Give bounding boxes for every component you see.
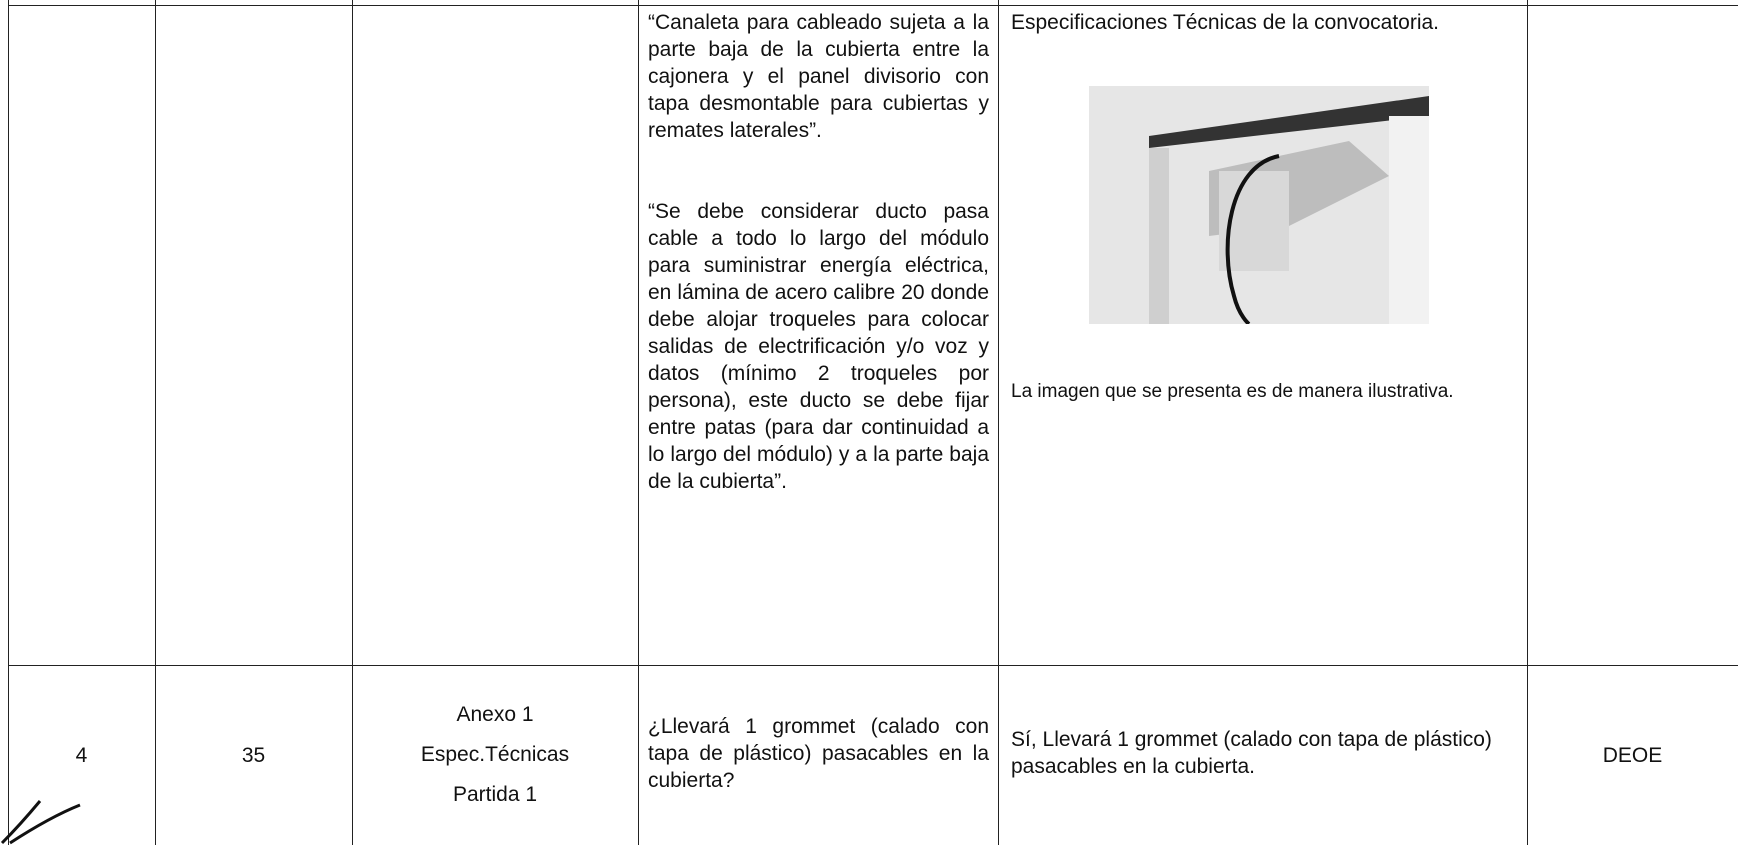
requirement-text: “Canaleta para cableado sujeta a la part… [648, 11, 989, 142]
reference: Espec.Técnicas [420, 743, 570, 766]
answer-text: Especificaciones Técnicas de la convocat… [1011, 11, 1440, 34]
area-cell: DEOE [1527, 665, 1738, 845]
page-cell: 35 [155, 665, 352, 845]
question-cell: ¿Llevará 1 grommet (calado con tapa de p… [648, 713, 989, 794]
column-rule [1527, 0, 1528, 845]
question: ¿Llevará 1 grommet (calado con tapa de p… [648, 715, 989, 792]
caption: La imagen que se presenta es de manera i… [1011, 381, 1454, 402]
number-cell: 4 [8, 665, 155, 845]
reference: Partida 1 [452, 783, 538, 806]
answer: Sí, Llevará 1 grommet (calado con tapa d… [1011, 728, 1492, 778]
requirement-cell: “Canaleta para cableado sujeta a la part… [648, 9, 989, 495]
column-rule [638, 0, 639, 845]
illustration [1089, 86, 1429, 324]
row-rule [8, 5, 1738, 6]
answer-cell: Sí, Llevará 1 grommet (calado con tapa d… [1011, 726, 1515, 780]
row-rule [8, 665, 1738, 666]
signature [0, 800, 81, 845]
column-rule [8, 0, 9, 845]
column-rule [155, 0, 156, 845]
answer-cell: Especificaciones Técnicas de la convocat… [1011, 9, 1515, 659]
requirement-text: “Se debe considerar ducto pasa cable a t… [648, 200, 989, 493]
reference: Anexo 1 [456, 703, 534, 726]
column-rule [998, 0, 999, 845]
reference-cell: Anexo 1 Espec.Técnicas Partida 1 [352, 665, 638, 845]
column-rule [352, 0, 353, 845]
page-number: 35 [241, 743, 266, 767]
number: 4 [75, 743, 88, 767]
area: DEOE [1602, 743, 1663, 767]
